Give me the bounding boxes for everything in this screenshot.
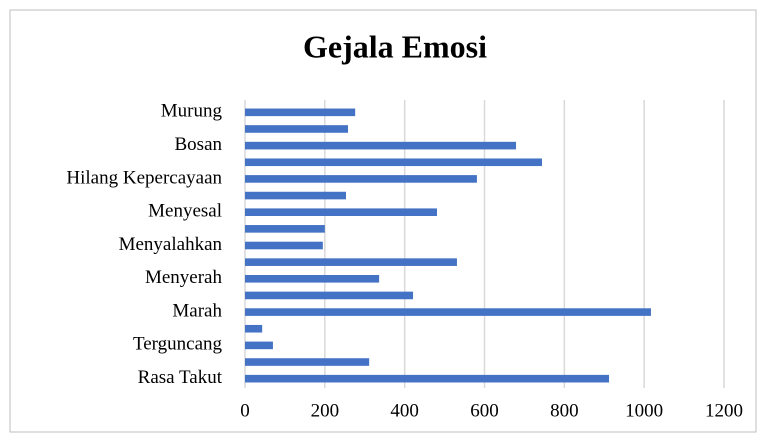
- y-tick-label: Bosan: [175, 134, 223, 155]
- x-tick-label: 0: [240, 400, 250, 421]
- y-tick-label: Terguncang: [133, 334, 223, 355]
- y-tick-label: Menyalahkan: [119, 234, 223, 255]
- bar: [245, 324, 263, 333]
- bar: [245, 241, 323, 250]
- y-tick-label: Hilang Kepercayaan: [66, 167, 222, 188]
- y-tick-label: Murung: [161, 101, 223, 122]
- bar: [245, 158, 542, 167]
- x-tick-label: 800: [550, 400, 579, 421]
- bar: [245, 125, 348, 133]
- y-tick-label: Menyesal: [148, 201, 222, 222]
- x-tick-label: 1200: [705, 400, 743, 421]
- y-tick-label: Rasa Takut: [138, 367, 223, 388]
- x-tick-label: 600: [470, 400, 499, 421]
- bar: [245, 358, 370, 366]
- bar: [245, 274, 380, 283]
- bar: [245, 108, 356, 117]
- bar: [245, 141, 517, 150]
- x-tick-label: 400: [390, 400, 419, 421]
- chart-border: [9, 9, 757, 433]
- x-tick-label: 1000: [625, 400, 663, 421]
- bar: [245, 225, 325, 233]
- chart-title: Gejala Emosi: [303, 28, 487, 64]
- bar: [245, 291, 414, 300]
- y-tick-label: Menyerah: [145, 267, 223, 288]
- bar: [245, 208, 437, 217]
- y-tick-label: Marah: [172, 300, 222, 321]
- bar: [245, 191, 346, 200]
- bar: [245, 308, 651, 316]
- x-tick-label: 200: [311, 400, 340, 421]
- bar: [245, 258, 457, 266]
- bar: [245, 175, 477, 183]
- bar: [245, 341, 273, 350]
- bar: [245, 374, 610, 383]
